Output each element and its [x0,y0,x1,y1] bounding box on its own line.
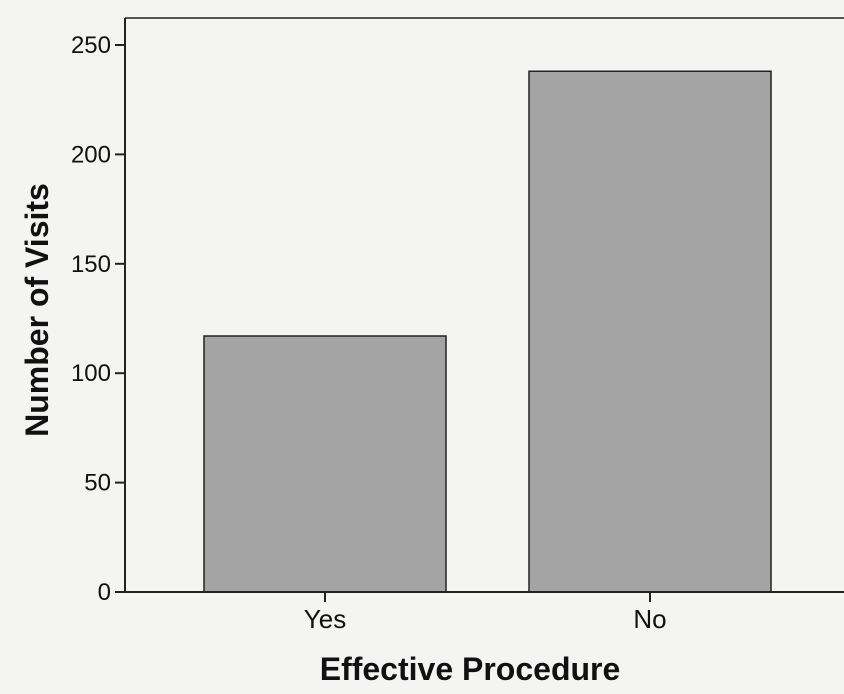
x-tick-label-yes: Yes [304,604,346,634]
y-axis-title: Number of Visits [19,183,55,437]
y-tick-label: 0 [98,579,111,606]
y-axis-ticks: 0 50 100 150 200 250 [71,32,125,606]
y-tick-label: 100 [71,360,111,387]
y-tick-label: 50 [84,470,111,497]
y-tick-label: 250 [71,32,111,59]
y-tick-label: 200 [71,141,111,168]
bars [203,70,772,593]
bar-no [528,70,772,593]
x-axis-ticks: Yes No [304,592,667,634]
bar-yes [203,335,447,593]
x-tick-label-no: No [633,604,666,634]
y-tick-label: 150 [71,251,111,278]
x-axis-title: Effective Procedure [320,651,621,687]
axes [124,17,844,593]
